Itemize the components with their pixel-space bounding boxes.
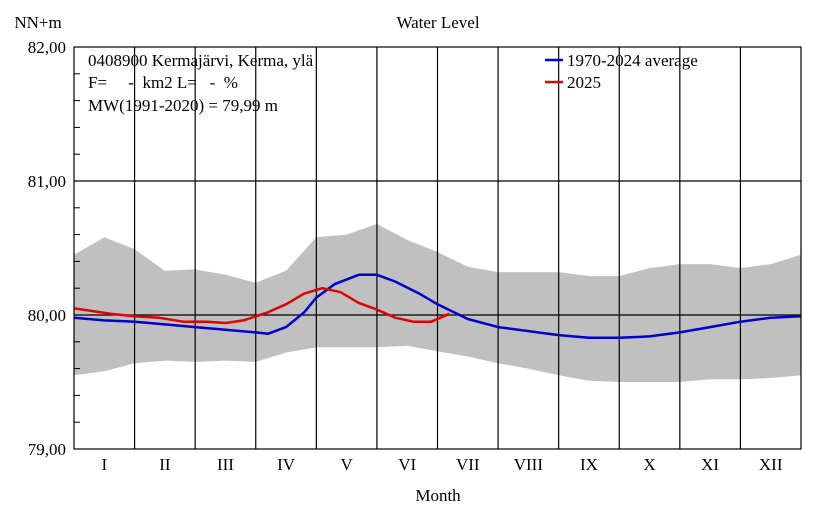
info-box: 0408900 Kermajärvi, Kerma, ylä F= - km2 … [88,51,314,115]
x-axis-label: Month [415,486,461,505]
station-name: 0408900 Kermajärvi, Kerma, ylä [88,51,314,70]
x-tick-label: IX [580,455,598,474]
average-series-line [73,273,802,340]
series-2025-line [73,286,451,325]
x-tick-label: X [643,455,655,474]
x-tick-label: II [159,455,171,474]
x-tick-label: I [101,455,107,474]
chart-title: Water Level [396,13,479,32]
y-tick-label: 81,00 [28,172,66,191]
ytick-layer: 79,00 80,00 81,00 82,00 [28,38,84,459]
legend: 1970-2024 average 2025 [545,51,698,92]
y-tick-label: 79,00 [28,440,66,459]
x-tick-label: XI [701,455,719,474]
catchment-info: F= - km2 L= - % [88,73,238,92]
legend-label-2025: 2025 [567,73,601,92]
x-tick-label: VI [398,455,416,474]
mean-water-level: MW(1991-2020) = 79,99 m [88,96,278,115]
x-tick-label: VII [456,455,480,474]
x-tick-label: IV [277,455,296,474]
x-tick-label: VIII [514,455,544,474]
x-tick-label: V [340,455,353,474]
xtick-layer: I II III IV V VI VII VIII IX X XI XII [101,455,782,474]
grid-layer [74,47,801,449]
series-layer [73,273,802,340]
x-tick-label: XII [759,455,783,474]
x-tick-label: III [217,455,234,474]
y-axis-label: NN+m [14,13,61,32]
plot-frame [73,46,802,450]
y-tick-label: 82,00 [28,38,66,57]
legend-label-average: 1970-2024 average [567,51,698,70]
y-tick-label: 80,00 [28,306,66,325]
